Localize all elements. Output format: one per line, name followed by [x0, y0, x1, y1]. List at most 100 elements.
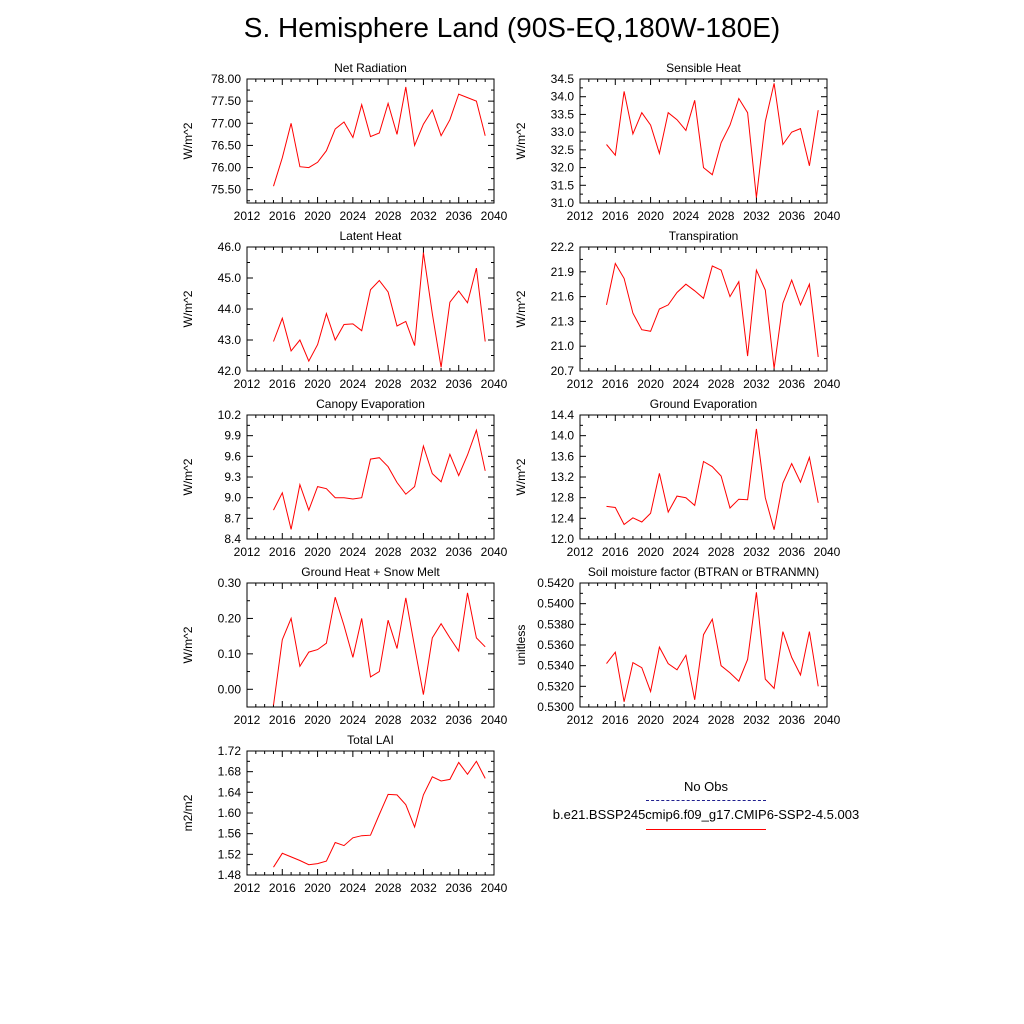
y-tick-label: 12.0 — [551, 532, 575, 546]
chart-title: Canopy Evaporation — [316, 397, 425, 411]
y-tick-label: 0.5400 — [537, 597, 574, 611]
x-tick-label: 2012 — [567, 377, 594, 391]
plot-frame — [246, 414, 495, 540]
y-tick-label: 32.0 — [551, 161, 575, 175]
y-tick-label: 45.0 — [218, 271, 242, 285]
x-tick-label: 2032 — [743, 377, 770, 391]
chart-title: Soil moisture factor (BTRAN or BTRANMN) — [588, 565, 819, 579]
y-axis-label: W/m^2 — [181, 458, 195, 495]
x-tick-label: 2036 — [445, 881, 472, 895]
x-tick-label: 2012 — [234, 377, 261, 391]
x-tick-label: 2032 — [743, 545, 770, 559]
x-tick-label: 2032 — [410, 713, 437, 727]
chart-panel: Ground Evaporation W/m^2 2012 2016 2020 2024 2… — [514, 397, 841, 559]
y-tick-label: 0.5380 — [537, 617, 574, 631]
y-tick-label: 9.9 — [224, 429, 241, 443]
x-tick-label: 2016 — [269, 713, 296, 727]
plot-frame — [246, 78, 495, 204]
y-tick-label: 0.20 — [218, 611, 242, 625]
x-tick-label: 2040 — [814, 377, 841, 391]
y-axis-label: W/m^2 — [514, 290, 528, 327]
x-tick-label: 2020 — [637, 209, 664, 223]
chart-panel: Sensible Heat W/m^2 2012 2016 2020 2024 2028 20… — [514, 61, 841, 223]
y-tick-label: 13.2 — [551, 470, 575, 484]
y-tick-label: 1.72 — [218, 744, 242, 758]
x-tick-label: 2028 — [375, 209, 402, 223]
y-axis-label: m2/m2 — [181, 794, 195, 831]
chart-title: Ground Heat + Snow Melt — [301, 565, 440, 579]
x-tick-label: 2012 — [567, 545, 594, 559]
y-tick-label: 34.0 — [551, 90, 575, 104]
x-tick-label: 2016 — [269, 545, 296, 559]
x-tick-label: 2020 — [637, 377, 664, 391]
y-tick-label: 21.9 — [551, 265, 575, 279]
y-tick-label: 8.4 — [224, 532, 241, 546]
x-tick-label: 2016 — [269, 209, 296, 223]
y-tick-label: 34.5 — [551, 72, 575, 86]
y-tick-label: 21.3 — [551, 314, 575, 328]
x-tick-label: 2028 — [375, 377, 402, 391]
y-tick-label: 32.5 — [551, 143, 575, 157]
x-tick-label: 2040 — [814, 209, 841, 223]
y-tick-label: 78.00 — [211, 72, 241, 86]
y-axis-label: W/m^2 — [514, 458, 528, 495]
x-tick-label: 2020 — [304, 881, 331, 895]
y-tick-label: 31.0 — [551, 196, 575, 210]
x-tick-label: 2036 — [778, 713, 805, 727]
x-tick-label: 2020 — [304, 545, 331, 559]
x-tick-label: 2016 — [602, 377, 629, 391]
x-tick-label: 2016 — [269, 377, 296, 391]
x-tick-label: 2040 — [814, 713, 841, 727]
x-tick-label: 2036 — [778, 209, 805, 223]
plot-frame — [579, 582, 828, 708]
series-line — [273, 592, 486, 706]
x-tick-label: 2040 — [481, 713, 508, 727]
y-axis-label: W/m^2 — [181, 122, 195, 159]
x-tick-label: 2024 — [340, 545, 367, 559]
y-tick-label: 0.5320 — [537, 679, 574, 693]
x-tick-label: 2024 — [673, 209, 700, 223]
y-tick-label: 0.10 — [218, 647, 242, 661]
y-tick-label: 14.4 — [551, 408, 575, 422]
series-line — [273, 86, 486, 187]
y-tick-label: 43.0 — [218, 333, 242, 347]
x-tick-label: 2024 — [673, 545, 700, 559]
y-tick-label: 0.30 — [218, 576, 242, 590]
y-tick-label: 0.5300 — [537, 700, 574, 714]
x-tick-label: 2032 — [743, 713, 770, 727]
y-tick-label: 14.0 — [551, 429, 575, 443]
y-tick-label: 31.5 — [551, 178, 575, 192]
plot-frame — [246, 582, 495, 708]
y-tick-label: 76.50 — [211, 138, 241, 152]
x-tick-label: 2016 — [602, 545, 629, 559]
y-tick-label: 9.3 — [224, 470, 241, 484]
series-line — [273, 428, 486, 530]
series-line — [606, 428, 819, 530]
y-tick-label: 1.52 — [218, 847, 242, 861]
y-tick-label: 13.6 — [551, 449, 575, 463]
y-tick-label: 21.0 — [551, 339, 575, 353]
chart-panel: Total LAI m2/m2 2012 2016 2020 2024 2028 2032 20… — [181, 733, 508, 895]
x-tick-label: 2012 — [234, 545, 261, 559]
y-tick-label: 1.68 — [218, 765, 242, 779]
y-tick-label: 1.56 — [218, 827, 242, 841]
x-tick-label: 2032 — [743, 209, 770, 223]
y-tick-label: 21.6 — [551, 290, 575, 304]
page-title: S. Hemisphere Land (90S-EQ,180W-180E) — [243, 12, 781, 43]
x-tick-label: 2012 — [234, 713, 261, 727]
y-tick-label: 0.5360 — [537, 638, 574, 652]
x-tick-label: 2036 — [445, 713, 472, 727]
y-tick-label: 1.64 — [218, 785, 242, 799]
y-tick-label: 0.5420 — [537, 576, 574, 590]
x-tick-label: 2036 — [778, 377, 805, 391]
x-tick-label: 2016 — [602, 713, 629, 727]
y-tick-label: 77.50 — [211, 94, 241, 108]
x-tick-label: 2028 — [375, 881, 402, 895]
plot-frame — [246, 750, 495, 876]
legend-model-line — [646, 829, 766, 830]
chart-title: Ground Evaporation — [650, 397, 757, 411]
x-tick-label: 2040 — [481, 377, 508, 391]
x-tick-label: 2028 — [375, 545, 402, 559]
x-tick-label: 2028 — [708, 545, 735, 559]
